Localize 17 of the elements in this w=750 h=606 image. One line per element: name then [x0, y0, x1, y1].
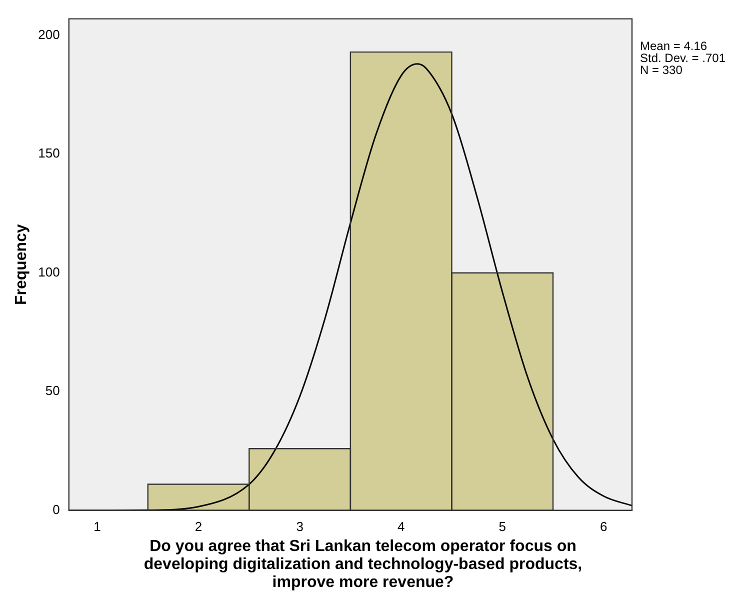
y-axis-title: Frequency: [13, 224, 30, 306]
y-tick-label: 100: [38, 264, 60, 280]
x-tick-label: 4: [397, 518, 405, 534]
y-tick-label: 0: [52, 502, 60, 517]
x-tick-label: 1: [94, 518, 101, 534]
text: Mean = 4.16: [640, 39, 708, 54]
text: Std. Dev. = .701: [640, 51, 726, 66]
x-tick-label: 5: [498, 518, 506, 534]
x-axis-title: Do you agree that Sri Lankan telecom operator focus on developing digitalization and technology-based products, improve more revenue?: [142, 538, 584, 592]
text: N = 330: [640, 63, 683, 78]
x-tick-label: 2: [194, 518, 202, 534]
x-tick-label: 6: [600, 518, 608, 534]
y-tick-label: 150: [38, 146, 60, 161]
x-tick-label: 3: [296, 518, 304, 534]
line-series: [68, 63, 632, 510]
y-tick-label: 200: [38, 27, 60, 42]
y-tick-label: 50: [45, 383, 60, 398]
